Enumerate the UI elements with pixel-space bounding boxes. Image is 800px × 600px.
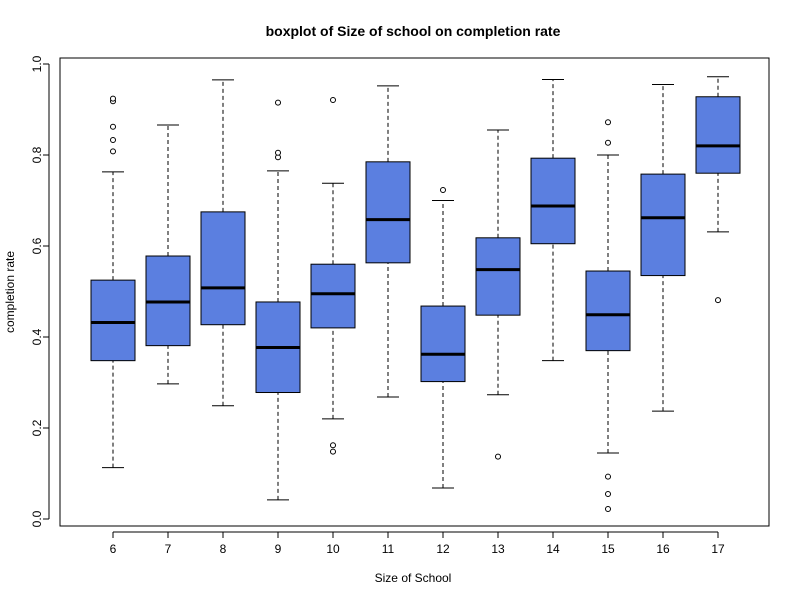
box-15 <box>585 119 631 512</box>
iqr-box <box>90 279 136 362</box>
x-tick-label: 10 <box>326 542 340 556</box>
box-16 <box>640 83 686 412</box>
outlier-point <box>110 136 116 143</box>
box-6 <box>90 95 136 469</box>
y-tick-label: 0.2 <box>30 419 44 436</box>
iqr-box <box>420 305 466 383</box>
y-tick-label: 0.6 <box>30 237 44 254</box>
outlier-point <box>330 448 336 455</box>
box-8 <box>200 79 246 407</box>
x-tick-label: 8 <box>220 542 227 556</box>
box-10 <box>310 96 356 455</box>
iqr-box <box>200 211 246 326</box>
outlier-point <box>605 139 611 146</box>
iqr-box <box>585 270 631 352</box>
x-tick-label: 17 <box>711 542 725 556</box>
x-tick-label: 7 <box>165 542 172 556</box>
iqr-box <box>640 173 686 277</box>
iqr-box <box>365 161 411 264</box>
outlier-point <box>605 505 611 512</box>
outlier-point <box>275 99 281 106</box>
outlier-point <box>605 119 611 126</box>
outlier-point <box>330 96 336 103</box>
x-tick-label: 12 <box>436 542 450 556</box>
outlier-point <box>110 123 116 130</box>
x-tick-label: 15 <box>601 542 615 556</box>
box-7 <box>145 124 191 385</box>
outlier-point <box>330 442 336 449</box>
plot-frame <box>59 57 770 527</box>
y-axis-label: completion rate <box>3 251 17 333</box>
box-11 <box>365 85 411 398</box>
x-tick-label: 13 <box>491 542 505 556</box>
y-tick-label: 0.8 <box>30 146 44 163</box>
box-14 <box>530 78 576 362</box>
x-tick-label: 16 <box>656 542 670 556</box>
outlier-point <box>605 473 611 480</box>
x-tick-label: 11 <box>382 542 395 556</box>
outlier-point <box>440 187 446 194</box>
y-tick-label: 0.0 <box>30 510 44 527</box>
box-13 <box>475 129 521 460</box>
outlier-point <box>605 490 611 497</box>
iqr-box <box>475 237 521 316</box>
outlier-point <box>715 297 721 304</box>
outlier-point <box>110 148 116 155</box>
outlier-point <box>275 149 281 156</box>
x-axis: 6 7 8 9 10 11 12 13 14 15 16 17 <box>110 531 725 556</box>
x-tick-label: 14 <box>546 542 560 556</box>
y-tick-label: 1.0 <box>30 55 44 72</box>
y-axis: 0.0 0.2 0.4 0.6 0.8 1.0 <box>30 55 50 527</box>
x-tick-label: 6 <box>110 542 117 556</box>
outlier-point <box>110 95 116 102</box>
y-tick-label: 0.4 <box>30 328 44 345</box>
x-axis-label: Size of School <box>375 571 452 585</box>
box-12 <box>420 187 466 489</box>
chart-title: boxplot of Size of school on completion … <box>266 23 561 39</box>
box-9 <box>255 99 301 501</box>
outlier-point <box>495 453 501 460</box>
boxes-group <box>90 76 741 512</box>
iqr-box <box>310 263 356 329</box>
iqr-box <box>695 96 741 174</box>
x-tick-label: 9 <box>275 542 282 556</box>
iqr-box <box>530 157 576 245</box>
box-17 <box>695 76 741 304</box>
